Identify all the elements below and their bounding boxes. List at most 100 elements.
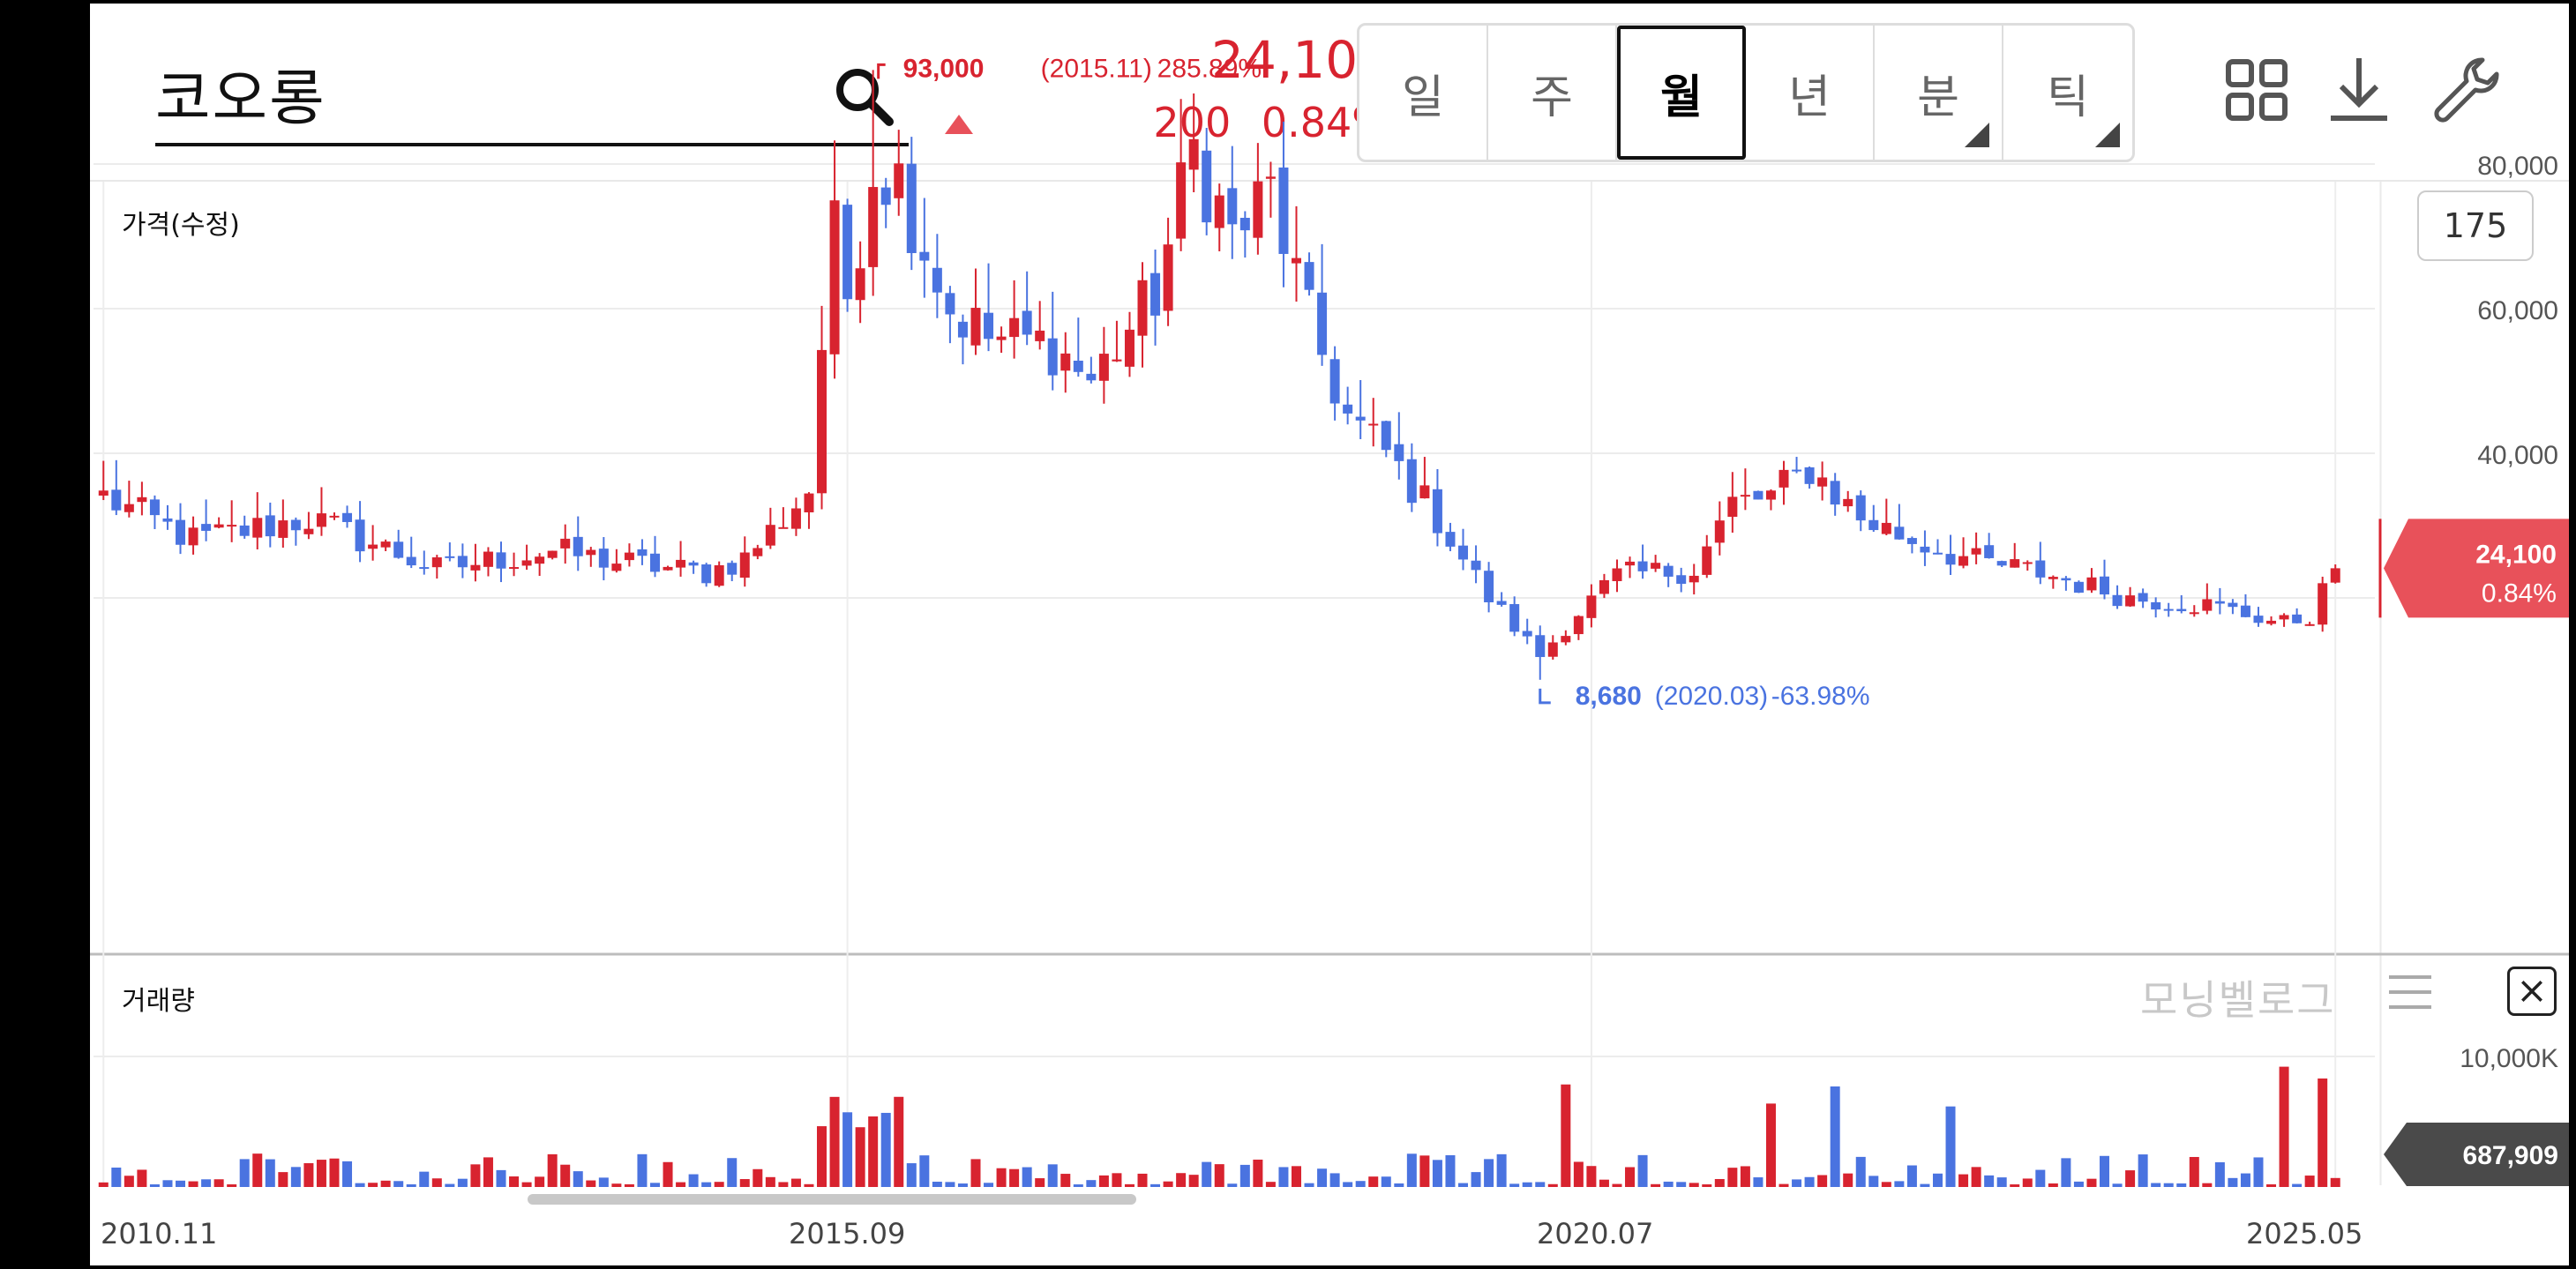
volume-bar <box>2189 1156 2199 1187</box>
candle-body <box>342 512 353 522</box>
candle-body <box>753 548 763 556</box>
high-price: 93,000 <box>903 54 985 83</box>
candle-body <box>868 187 879 267</box>
volume-bar <box>419 1171 430 1187</box>
grid-icon[interactable] <box>2221 55 2292 125</box>
candles <box>98 70 2340 1187</box>
period-tab[interactable]: 주 <box>1488 26 1617 160</box>
volume-bar <box>1202 1161 1212 1187</box>
candle-body <box>1932 552 1943 555</box>
candle-body <box>829 200 840 355</box>
candle-body <box>1714 520 1725 543</box>
volume-bar <box>393 1181 404 1187</box>
volume-bar <box>149 1184 160 1187</box>
candle-body <box>1163 244 1173 311</box>
volume-bar <box>1394 1183 1404 1187</box>
volume-bar <box>1214 1164 1224 1187</box>
candle-body <box>1202 150 1212 223</box>
volume-bar <box>2073 1181 2084 1187</box>
period-tab[interactable]: 틱 <box>2003 26 2132 160</box>
header-divider <box>90 180 2569 182</box>
volume-bar <box>829 1096 840 1187</box>
menu-icon[interactable] <box>2385 972 2435 1012</box>
candle-body <box>778 526 789 529</box>
candle-body <box>855 268 865 301</box>
wrench-icon[interactable] <box>2431 55 2502 125</box>
candle-body <box>1227 188 1238 225</box>
zoom-level-button[interactable]: 175 <box>2417 190 2534 261</box>
volume-bar <box>676 1182 686 1187</box>
price-chart[interactable]: 80,000 60,000 40,000 10,000K 93,000 (2015.11)… <box>90 4 2569 1265</box>
candle-body <box>1098 354 1109 381</box>
volume-bar <box>894 1096 904 1187</box>
volume-bar <box>1727 1168 1738 1187</box>
volume-bar <box>2176 1183 2187 1187</box>
candle-body <box>1176 162 1187 239</box>
period-tab[interactable]: 월 <box>1617 26 1746 160</box>
volume-bar <box>984 1183 994 1187</box>
period-tab[interactable]: 일 <box>1359 26 1488 160</box>
price-tag-percent: 0.84% <box>2482 579 2557 608</box>
volume-bar <box>868 1116 879 1187</box>
volume-bar <box>701 1182 712 1187</box>
horizontal-scrollbar[interactable] <box>528 1194 1136 1205</box>
volume-bar <box>547 1153 558 1187</box>
volume-bar <box>2125 1170 2136 1187</box>
candle-body <box>547 550 558 558</box>
candle-body <box>919 251 930 261</box>
candle-body <box>1586 595 1597 618</box>
volume-bar <box>457 1178 468 1187</box>
candle-body <box>457 556 468 568</box>
candle-body <box>1381 421 1391 451</box>
period-tab-label: 분 <box>1917 71 1959 124</box>
candle-body <box>201 524 212 531</box>
candle-body <box>1509 604 1520 632</box>
volume-bar <box>1894 1181 1905 1187</box>
volume-bar <box>483 1157 493 1187</box>
volume-bar <box>1535 1182 1546 1187</box>
volume-bar <box>1343 1182 1353 1187</box>
candle-body <box>2138 593 2148 602</box>
candle-body <box>676 559 686 568</box>
period-tab[interactable]: 년 <box>1746 26 1875 160</box>
volume-bar <box>342 1161 353 1187</box>
volume-bar <box>2151 1183 2161 1187</box>
volume-bar <box>176 1180 186 1187</box>
volume-bar <box>1432 1160 1442 1187</box>
candle-body <box>957 321 968 338</box>
volume-bar <box>739 1179 750 1187</box>
candle-body <box>1496 601 1507 605</box>
candle-body <box>368 544 378 549</box>
volume-bar <box>1702 1184 1712 1187</box>
candle-body <box>1920 546 1930 553</box>
candle-body <box>1535 635 1546 658</box>
volume-bar <box>1945 1106 1956 1187</box>
period-tab[interactable]: 분 <box>1875 26 2003 160</box>
volume-bar <box>2138 1154 2148 1187</box>
search-input[interactable]: 코오롱 <box>155 64 326 134</box>
candle-body <box>984 312 994 340</box>
volume-bar <box>1586 1166 1597 1187</box>
candle-body <box>586 549 596 556</box>
candle-body <box>265 515 275 537</box>
volume-bar <box>753 1168 763 1187</box>
close-icon[interactable] <box>2507 967 2557 1016</box>
candle-body <box>162 518 173 522</box>
volume-bar <box>649 1183 660 1187</box>
volume-bar <box>1239 1164 1250 1187</box>
candle-body <box>1753 490 1764 500</box>
volume-bar <box>637 1153 648 1187</box>
volume-bar <box>1188 1175 1199 1187</box>
volume-bar <box>1022 1167 1032 1187</box>
download-icon[interactable] <box>2324 55 2394 125</box>
candle-body <box>817 349 827 494</box>
candle-body <box>611 564 622 571</box>
candle-body <box>1368 423 1379 426</box>
candle-body <box>1830 481 1840 505</box>
candle-body <box>1958 556 1969 566</box>
candle-body <box>2163 608 2174 611</box>
candle-body <box>393 541 404 558</box>
volume-bar <box>368 1183 378 1187</box>
volume-bar <box>1817 1175 1828 1187</box>
